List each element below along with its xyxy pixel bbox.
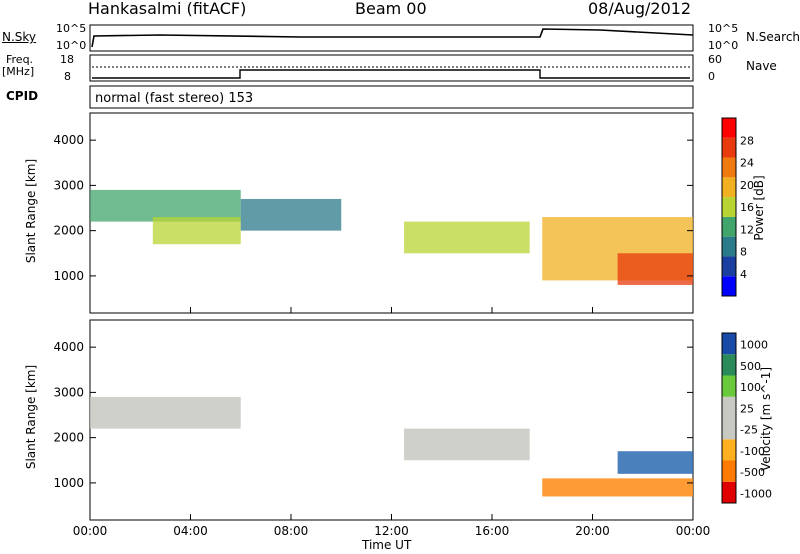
- power-colorbar-label: Power [dB]: [752, 175, 766, 241]
- ytick-label-0-2: 2000: [53, 224, 84, 238]
- power-colorbar-tick-6: 4: [740, 268, 747, 281]
- ytick-label-1-3: 1000: [53, 476, 84, 490]
- freq-tick-high: 18: [60, 53, 74, 66]
- ytick-label-1-2: 2000: [53, 431, 84, 445]
- power-colorbar-swatch-2: [722, 236, 736, 257]
- freq-tick-low: 8: [64, 70, 71, 83]
- axis-ticks: [89, 139, 694, 520]
- nsky-line: [91, 28, 694, 48]
- nave-tick-low: 0: [708, 70, 715, 83]
- nsky-left-tick-high: 10^5: [56, 22, 87, 35]
- power-echoes: [90, 189, 693, 285]
- power-echo-band-2: [240, 198, 342, 231]
- ytick-label-1-1: 3000: [53, 385, 84, 399]
- cpid-label: CPID: [6, 89, 39, 103]
- power-colorbar-tick-0: 28: [740, 134, 754, 147]
- xtick-label-3: 12:00: [374, 524, 409, 538]
- velocity-echo-band-2: [617, 451, 693, 474]
- velocity-colorbar-tick-3: 25: [740, 402, 754, 415]
- velocity-colorbar-swatch-4: [722, 396, 736, 418]
- power-colorbar-tick-4: 12: [740, 223, 754, 236]
- velocity-colorbar-frame: [721, 332, 737, 504]
- power-echo-band-1: [152, 217, 241, 245]
- velocity-colorbar-swatch-1: [722, 460, 736, 482]
- velocity-colorbar: [721, 332, 737, 504]
- power-ylabel: Slant Range [km]: [24, 158, 38, 264]
- nsky-label: N.Sky: [2, 30, 37, 44]
- velocity-ylabel: Slant Range [km]: [24, 364, 38, 470]
- ytick-label-1-0: 4000: [53, 340, 84, 354]
- power-colorbar-frame: [721, 117, 737, 297]
- date-title: 08/Aug/2012: [588, 0, 692, 18]
- freq-line: [92, 69, 690, 79]
- velocity-colorbar-swatch-0: [722, 481, 736, 503]
- velocity-colorbar-tick-6: -500: [740, 466, 765, 479]
- velocity-echoes: [90, 396, 693, 497]
- velocity-echo-band-0: [90, 396, 241, 429]
- power-colorbar-tick-3: 16: [740, 201, 754, 214]
- velocity-colorbar-swatch-7: [722, 333, 736, 355]
- velocity-colorbar-swatch-2: [722, 439, 736, 461]
- power-colorbar-tick-2: 20: [740, 179, 754, 192]
- xtick-label-5: 20:00: [575, 524, 610, 538]
- nave-tick-high: 60: [708, 53, 722, 66]
- velocity-colorbar-tick-7: -1000: [740, 487, 772, 500]
- xaxis-label: Time UT: [362, 538, 412, 552]
- station-title: Hankasalmi (fitACF): [88, 0, 247, 18]
- velocity-echo-band-1: [404, 428, 530, 461]
- beam-title: Beam 00: [355, 0, 427, 18]
- nsky-strip-frame: [89, 24, 694, 52]
- power-echo-band-5: [617, 253, 693, 285]
- ytick-label-0-1: 3000: [53, 178, 84, 192]
- xtick-label-1: 04:00: [173, 524, 208, 538]
- power-colorbar-swatch-3: [722, 216, 736, 237]
- freq-label-line2: [MHz]: [2, 65, 35, 78]
- power-colorbar-tick-5: 8: [740, 246, 747, 259]
- power-colorbar-swatch-4: [722, 197, 736, 217]
- xtick-label-0: 00:00: [73, 524, 108, 538]
- velocity-colorbar-tick-5: -100: [740, 445, 765, 458]
- freq-label-line1: Freq.: [6, 53, 34, 66]
- velocity-colorbar-tick-2: 100: [740, 381, 761, 394]
- freq-strip-frame: [89, 54, 694, 82]
- cpid-value: normal (fast stereo) 153: [95, 91, 254, 106]
- nsky-left-tick-low: 10^0: [56, 39, 87, 52]
- power-colorbar-swatch-6: [722, 157, 736, 178]
- nsky-right-tick-high: 10^5: [708, 22, 739, 35]
- ytick-label-0-3: 1000: [53, 269, 84, 283]
- power-colorbar-tick-1: 24: [740, 157, 754, 170]
- power-colorbar: [721, 117, 737, 297]
- power-colorbar-swatch-7: [722, 137, 736, 158]
- power-colorbar-swatch-8: [722, 118, 736, 138]
- nsearch-label: N.Search: [746, 30, 800, 44]
- power-colorbar-swatch-1: [722, 256, 736, 277]
- velocity-colorbar-swatch-5: [722, 375, 736, 397]
- velocity-echo-band-3: [542, 478, 693, 497]
- power-echo-band-0: [90, 189, 241, 222]
- power-colorbar-swatch-0: [722, 276, 736, 296]
- velocity-colorbar-label: Velocity [m s^-1]: [759, 366, 773, 472]
- velocity-colorbar-swatch-3: [722, 418, 736, 440]
- xtick-label-6: 00:00: [676, 524, 711, 538]
- power-echo-band-3: [404, 221, 530, 254]
- velocity-colorbar-tick-0: 1000: [740, 339, 768, 352]
- nave-label: Nave: [746, 59, 777, 73]
- velocity-colorbar-tick-4: -25: [740, 424, 758, 437]
- power-colorbar-swatch-5: [722, 177, 736, 198]
- nsky-right-tick-low: 10^0: [708, 39, 739, 52]
- axis-tick-labels: 4000 3000 2000 1000 4000 3000 2000 1000 00:00 04:…: [53, 133, 772, 538]
- velocity-colorbar-tick-1: 500: [740, 360, 761, 373]
- velocity-colorbar-swatch-6: [722, 354, 736, 376]
- xtick-label-4: 16:00: [475, 524, 510, 538]
- ytick-label-0-0: 4000: [53, 133, 84, 147]
- xtick-label-2: 08:00: [274, 524, 309, 538]
- cpid-strip-frame: [89, 85, 694, 109]
